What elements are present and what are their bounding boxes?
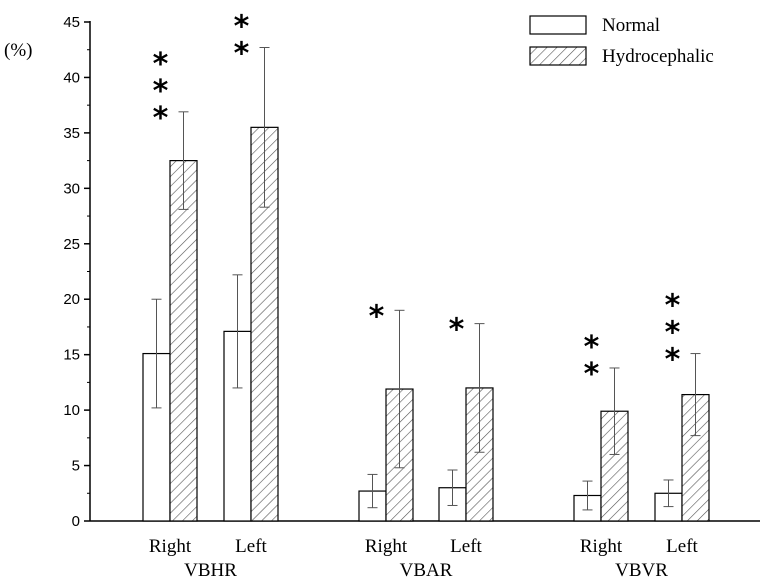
y-tick-label: 40 (63, 69, 80, 86)
significance-star: * (449, 313, 465, 348)
group-label: VBAR (400, 560, 453, 581)
significance-star: * (234, 10, 250, 45)
category-label: Left (666, 536, 698, 557)
axes: 0 5 10 15 20 25 30 35 40 45 (%) (4, 14, 760, 530)
category-label: Right (365, 536, 408, 557)
y-tick-label: 15 (63, 347, 80, 364)
category-label: Left (450, 536, 482, 557)
y-tick-label: 35 (63, 125, 80, 142)
y-tick-label: 30 (63, 180, 80, 197)
significance-star: * (665, 343, 681, 378)
y-tick-label: 20 (63, 291, 80, 308)
y-tick-label: 45 (63, 14, 80, 31)
category-label: Left (235, 536, 267, 557)
bars (142, 47, 710, 522)
significance-star: * (153, 101, 169, 136)
bar-hydrocephalic (169, 160, 198, 522)
legend-swatch-hydrocephalic (529, 46, 587, 66)
significance-star: * (584, 357, 600, 392)
significance-star: * (234, 37, 250, 72)
category-label: Right (149, 536, 192, 557)
group-label: VBHR (184, 560, 237, 581)
y-tick-label: 5 (72, 458, 80, 475)
significance-star: * (369, 299, 385, 334)
significance-star: * (584, 330, 600, 365)
legend-swatch-normal (529, 15, 587, 35)
y-tick-label: 10 (63, 402, 80, 419)
legend: Normal Hydrocephalic (529, 15, 714, 67)
labels: Right Left Right Left Right Left VBHR VBAR VBVR *… (149, 10, 699, 581)
legend-label-hydrocephalic: Hydrocephalic (602, 46, 714, 67)
significance-star: * (153, 74, 169, 109)
y-tick-label: 25 (63, 236, 80, 253)
significance-star: * (665, 289, 681, 324)
category-label: Right (580, 536, 623, 557)
group-label: VBVR (615, 560, 668, 581)
significance-star: * (665, 316, 681, 351)
y-axis-label: (%) (4, 40, 32, 61)
significance-star: * (153, 47, 169, 82)
y-tick-label: 0 (72, 513, 80, 530)
legend-label-normal: Normal (602, 15, 660, 36)
